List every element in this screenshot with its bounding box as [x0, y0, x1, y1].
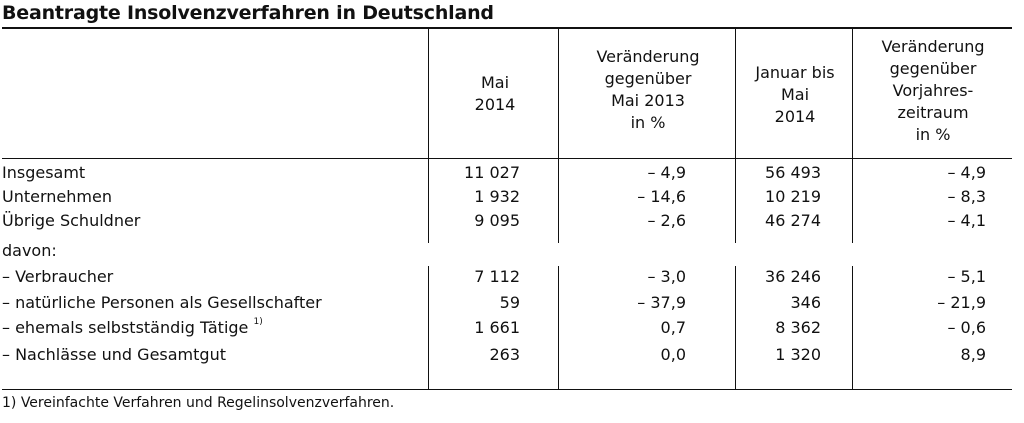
cell-value: – 8,3: [947, 187, 986, 206]
column-divider-1-lower: [428, 266, 429, 389]
cell-value: 346: [790, 293, 821, 312]
header-veraenderung-mai: Veränderung gegenüber Mai 2013 in %: [596, 47, 700, 132]
row-label: – natürliche Personen als Gesellschafter: [2, 291, 322, 315]
cell-value: 0,7: [660, 318, 686, 337]
bottom-rule: [2, 389, 1012, 390]
column-divider-1: [428, 29, 429, 243]
row-label: – Nachlässe und Gesamtgut: [2, 343, 226, 367]
row-label-text: Insgesamt: [2, 163, 86, 182]
row-label-text: Unternehmen: [2, 187, 112, 206]
cell-value: 1 932: [474, 187, 520, 206]
column-divider-3: [735, 29, 736, 243]
cell-value: – 4,9: [947, 163, 986, 182]
cell-value: – 21,9: [937, 293, 986, 312]
column-divider-2: [558, 29, 559, 243]
cell-value: 7 112: [474, 267, 520, 286]
row-label: – ehemals selbstständig Tätige 1): [2, 316, 263, 340]
column-divider-3-lower: [735, 266, 736, 389]
cell-value: 0,0: [660, 345, 686, 364]
row-label-text: – Verbraucher: [2, 267, 114, 286]
table-row: Insgesamt 11 027 – 4,9 56 493 – 4,9: [0, 161, 1024, 185]
table-row: – ehemals selbstständig Tätige 1) 1 661 0,…: [0, 316, 1024, 340]
cell-value: 59: [499, 293, 520, 312]
table-title: Beantragte Insolvenzverfahren in Deutsch…: [2, 2, 494, 24]
header-veraenderung-vorjahr: Veränderung gegenüber Vorjahres- zeitrau…: [881, 37, 985, 144]
cell-value: 9 095: [474, 211, 520, 230]
cell-value: 36 246: [765, 267, 821, 286]
header-mai-2014: Mai 2014: [474, 73, 516, 114]
table-row: Übrige Schuldner 9 095 – 2,6 46 274 – 4,1: [0, 209, 1024, 233]
cell-value: – 2,6: [647, 211, 686, 230]
row-label-text: – ehemals selbstständig Tätige: [2, 318, 249, 337]
cell-value: 11 027: [464, 163, 520, 182]
cell-value: 1 661: [474, 318, 520, 337]
cell-value: 263: [489, 345, 520, 364]
cell-value: – 0,6: [947, 318, 986, 337]
cell-value: – 4,9: [647, 163, 686, 182]
cell-value: 8 362: [775, 318, 821, 337]
row-label: Insgesamt: [2, 161, 85, 185]
row-label-text: davon:: [2, 241, 57, 260]
table-row: Unternehmen 1 932 – 14,6 10 219 – 8,3: [0, 185, 1024, 209]
cell-value: 1 320: [775, 345, 821, 364]
table-row: – Nachlässe und Gesamtgut 263 0,0 1 320 8,9: [0, 343, 1024, 367]
row-label-text: – Nachlässe und Gesamtgut: [2, 345, 226, 364]
cell-value: 10 219: [765, 187, 821, 206]
table-row: davon:: [0, 239, 1024, 263]
footnote: 1) Vereinfachte Verfahren und Regelinsol…: [2, 395, 395, 411]
cell-value: 56 493: [765, 163, 821, 182]
cell-value: 46 274: [765, 211, 821, 230]
header-rule: [2, 158, 1012, 159]
footnote-marker: 1): [253, 316, 263, 327]
row-label: davon:: [2, 239, 57, 263]
column-divider-4-lower: [852, 266, 853, 389]
row-label: Übrige Schuldner: [2, 209, 140, 233]
cell-value: – 4,1: [947, 211, 986, 230]
column-divider-2-lower: [558, 266, 559, 389]
cell-value: – 5,1: [947, 267, 986, 286]
table-row: – Verbraucher 7 112 – 3,0 36 246 – 5,1: [0, 265, 1024, 289]
header-januar-bis-mai: Januar bis Mai 2014: [755, 63, 835, 126]
row-label-text: Übrige Schuldner: [2, 211, 141, 230]
cell-value: – 37,9: [637, 293, 686, 312]
cell-value: – 3,0: [647, 267, 686, 286]
column-divider-4: [852, 29, 853, 243]
table-row: – natürliche Personen als Gesellschafter…: [0, 291, 1024, 315]
cell-value: 8,9: [960, 345, 986, 364]
row-label: – Verbraucher: [2, 265, 113, 289]
row-label-text: – natürliche Personen als Gesellschafter: [2, 293, 322, 312]
row-label: Unternehmen: [2, 185, 112, 209]
top-rule: [2, 27, 1012, 29]
cell-value: – 14,6: [637, 187, 686, 206]
